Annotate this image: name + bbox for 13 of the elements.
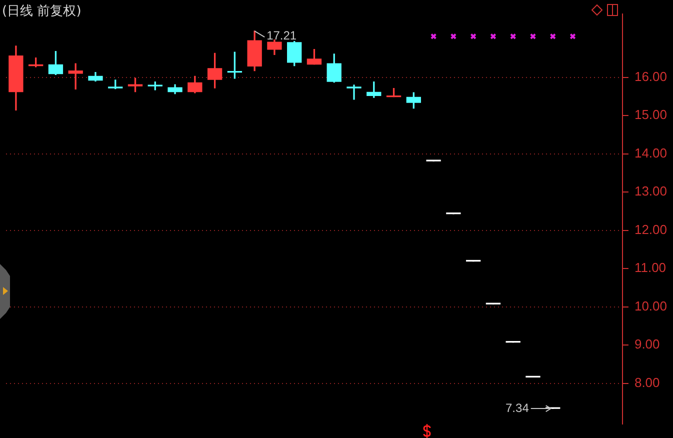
annotation: 7.34 (506, 400, 530, 415)
y-tick-label: 13.00 (634, 184, 668, 199)
y-tick-label: 10.00 (634, 298, 668, 314)
y-tick-label: 8.00 (634, 374, 660, 390)
y-tick-label: 12.00 (634, 222, 668, 237)
chart-title: (日线 前复权) (2, 3, 82, 20)
y-tick-label: 14.00 (634, 145, 668, 160)
y-tick-label: 11.00 (634, 260, 666, 276)
annotation: 17.21 (266, 28, 297, 42)
y-tick-label: 16.00 (634, 68, 668, 84)
y-tick-label: 9.00 (634, 336, 660, 352)
candlestick (346, 84, 362, 100)
y-tick-label: 15.00 (634, 107, 668, 122)
